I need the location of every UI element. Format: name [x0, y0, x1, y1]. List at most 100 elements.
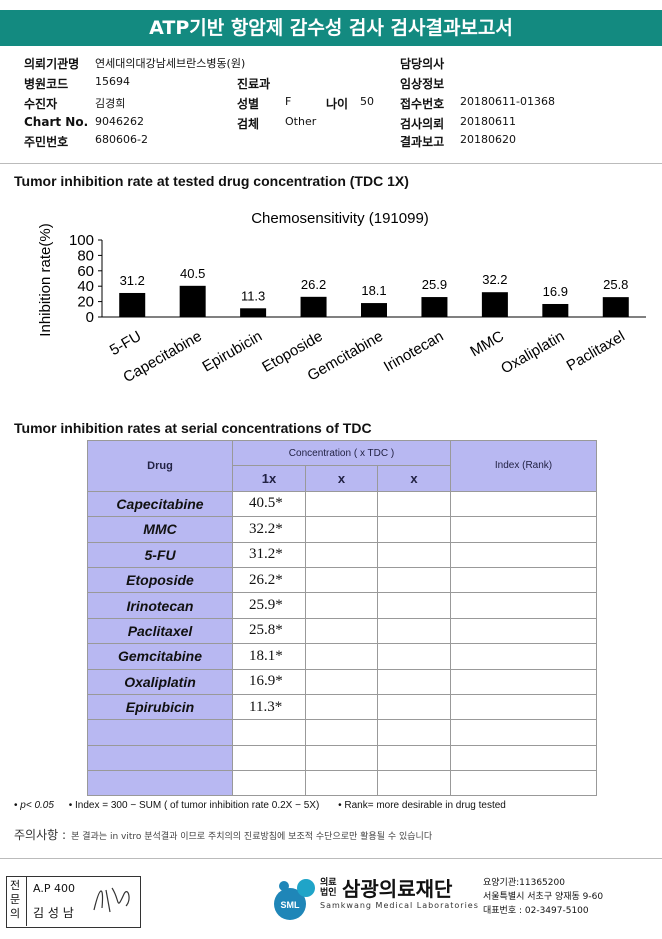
value-label: 18.1 — [361, 283, 386, 298]
info-label: Chart No. — [24, 115, 89, 129]
empty-cell — [305, 719, 378, 746]
empty-cell — [377, 693, 451, 721]
header-cell: x — [377, 465, 451, 492]
x-tick-label: 5-FU — [107, 328, 144, 359]
info-label: 수진자 — [24, 97, 58, 111]
info-value: 680606-2 — [95, 133, 148, 146]
table-row: Paclitaxel 25.8* — [87, 617, 597, 645]
bar — [481, 292, 508, 317]
empty-cell — [450, 541, 597, 568]
table-row — [87, 744, 597, 772]
value-label: 32.2 — [482, 272, 507, 287]
info-value: 20180620 — [460, 133, 516, 146]
empty-cell — [450, 490, 597, 518]
value-cell: 26.2* — [232, 566, 306, 594]
empty-cell — [450, 668, 597, 695]
info-value: 50 — [360, 95, 374, 108]
empty-cell — [450, 719, 597, 746]
drug-cell — [87, 744, 233, 772]
info-value: 김경희 — [95, 97, 126, 110]
empty-cell — [377, 541, 451, 568]
table-row: Irinotecan 25.9* — [87, 592, 597, 619]
info-label: 검체 — [237, 117, 260, 131]
info-label: 의뢰기관명 — [24, 57, 80, 71]
info-label: 검사의뢰 — [400, 117, 445, 131]
empty-cell — [450, 770, 597, 797]
report-title: ATP기반 항암제 감수성 검사 검사결과보고서 — [149, 17, 513, 39]
footnote: p< 0.05 — [20, 800, 54, 811]
table-row: Gemcitabine 18.1* — [87, 643, 597, 670]
info-value: 20180611 — [460, 115, 516, 128]
drug-cell: MMC — [87, 516, 233, 543]
empty-cell — [377, 770, 451, 797]
table-row: Etoposide 26.2* — [87, 566, 597, 594]
empty-cell — [377, 668, 451, 695]
info-value: Other — [285, 115, 317, 128]
bar — [240, 308, 267, 317]
drug-cell — [87, 719, 233, 746]
value-cell — [232, 719, 306, 746]
value-cell: 16.9* — [232, 668, 306, 695]
y-tick-label: 80 — [77, 247, 94, 264]
value-cell: 25.9* — [232, 592, 306, 619]
info-label: 접수번호 — [400, 97, 445, 111]
empty-cell — [450, 592, 597, 619]
contact: 요양기관:11365200 서울특별시 서초구 양재동 9-60 대표번호 : 02… — [483, 878, 604, 916]
table-row: MMC 32.2* — [87, 516, 597, 543]
empty-cell — [377, 617, 451, 645]
empty-cell — [450, 516, 597, 543]
value-cell — [232, 744, 306, 772]
specialist-box — [6, 876, 27, 926]
chart-title: Chemosensitivity (191099) — [251, 210, 429, 227]
empty-cell — [450, 744, 597, 772]
section-title: Tumor inhibition rate at tested drug con… — [14, 173, 409, 189]
empty-cell — [377, 719, 451, 746]
info-value: 20180611-01368 — [460, 95, 555, 108]
table-row — [87, 770, 597, 797]
info-label: 병원코드 — [24, 77, 69, 91]
empty-cell — [305, 693, 378, 721]
table-row: Epirubicin 11.3* — [87, 693, 597, 721]
divider — [0, 858, 662, 859]
value-cell: 11.3* — [232, 693, 306, 721]
section-title: Tumor inhibition rates at serial concent… — [14, 420, 372, 436]
footnote: • Index = 300 − SUM ( of tumor inhibitio… — [68, 800, 320, 811]
value-cell: 18.1* — [232, 643, 306, 670]
empty-cell — [305, 592, 378, 619]
divider — [0, 163, 662, 164]
signature — [93, 887, 130, 913]
value-cell — [232, 770, 306, 797]
org-english: Samkwang Medical Laboratories — [320, 901, 479, 910]
logo-mark: SML — [274, 879, 315, 920]
value-cell: 31.2* — [232, 541, 306, 568]
empty-cell — [305, 770, 378, 797]
footnotes: • p< 0.05 • Index = 300 − SUM ( of tumor… — [14, 800, 506, 811]
drug-cell: Capecitabine — [87, 490, 233, 518]
empty-cell — [305, 668, 378, 695]
empty-cell — [377, 516, 451, 543]
value-label: 25.9 — [422, 277, 447, 292]
notice-label: 주의사항 : — [14, 828, 67, 842]
drug-cell: 5-FU — [87, 541, 233, 568]
empty-cell — [305, 643, 378, 670]
drug-cell: Irinotecan — [87, 592, 233, 619]
empty-cell — [450, 693, 597, 721]
empty-cell — [305, 617, 378, 645]
value-label: 26.2 — [301, 277, 326, 292]
value-cell: 32.2* — [232, 516, 306, 543]
info-label: 진료과 — [237, 77, 271, 91]
drug-cell: Gemcitabine — [87, 643, 233, 670]
y-tick-label: 0 — [86, 309, 94, 326]
info-label: 주민번호 — [24, 135, 69, 149]
empty-cell — [377, 490, 451, 518]
bar — [542, 303, 569, 317]
empty-cell — [305, 516, 378, 543]
header-cell: 1x — [232, 465, 306, 492]
logo-text: SML — [281, 900, 301, 910]
y-axis-label: Inhibition rate(%) — [37, 223, 54, 336]
table-row: 5-FU 31.2* — [87, 541, 597, 568]
specialist-label: 전문의 — [9, 879, 21, 920]
empty-cell — [377, 566, 451, 594]
drug-cell: Oxaliplatin — [87, 668, 233, 695]
